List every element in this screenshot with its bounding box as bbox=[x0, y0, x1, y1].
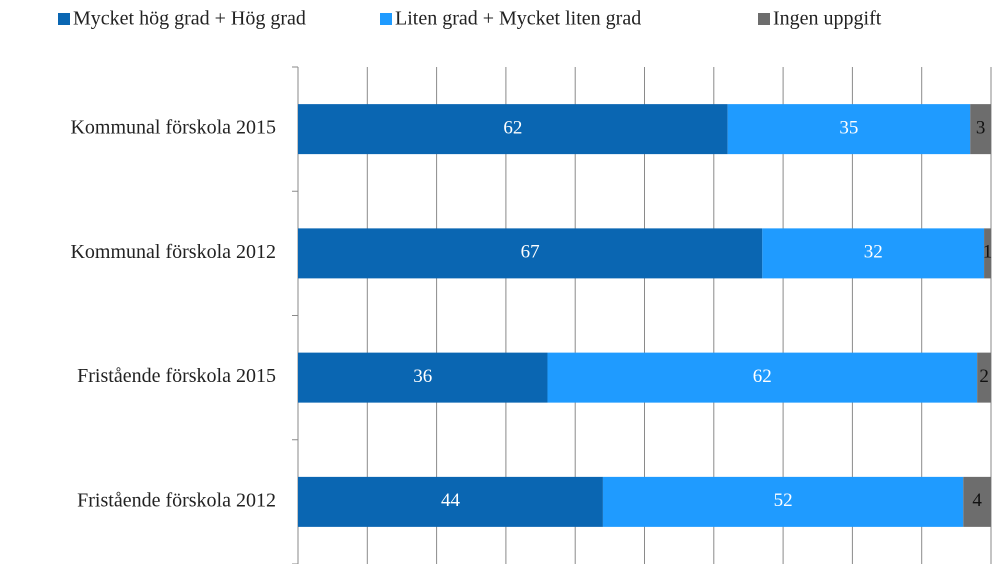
bar-segment bbox=[970, 104, 991, 155]
data-label: 32 bbox=[864, 242, 883, 263]
data-label: 44 bbox=[441, 490, 461, 511]
legend-label: Mycket hög grad + Hög grad bbox=[73, 8, 306, 30]
data-label: 62 bbox=[753, 366, 772, 387]
bar-segment bbox=[963, 476, 991, 527]
data-label: 1 bbox=[983, 242, 992, 263]
legend-swatch bbox=[758, 13, 770, 25]
legend-swatch bbox=[58, 13, 70, 25]
bar-segment bbox=[298, 228, 763, 279]
legend-label: Ingen uppgift bbox=[773, 8, 882, 30]
data-label: 52 bbox=[774, 490, 793, 511]
y-tick-label: Fristående förskola 2012 bbox=[77, 489, 276, 511]
data-label: 4 bbox=[972, 490, 982, 511]
bar-segment bbox=[298, 352, 548, 403]
bar-segment bbox=[602, 476, 964, 527]
data-label: 3 bbox=[976, 117, 986, 138]
bar-segment bbox=[762, 228, 985, 279]
bar-segment bbox=[298, 104, 728, 155]
bar-segment bbox=[984, 228, 991, 279]
y-tick-label: Kommunal förskola 2012 bbox=[70, 241, 276, 263]
bar-segment bbox=[977, 352, 991, 403]
data-label: 2 bbox=[979, 366, 989, 387]
data-label: 62 bbox=[503, 117, 522, 138]
bar-segment bbox=[727, 104, 971, 155]
data-label: 35 bbox=[839, 117, 858, 138]
data-label: 36 bbox=[413, 366, 432, 387]
legend-swatch bbox=[380, 13, 392, 25]
bar-segment bbox=[298, 476, 603, 527]
bar-segment bbox=[547, 352, 978, 403]
y-tick-label: Fristående förskola 2015 bbox=[77, 365, 276, 387]
data-label: 67 bbox=[521, 242, 540, 263]
legend-label: Liten grad + Mycket liten grad bbox=[395, 8, 641, 30]
y-tick-label: Kommunal förskola 2015 bbox=[70, 117, 276, 139]
